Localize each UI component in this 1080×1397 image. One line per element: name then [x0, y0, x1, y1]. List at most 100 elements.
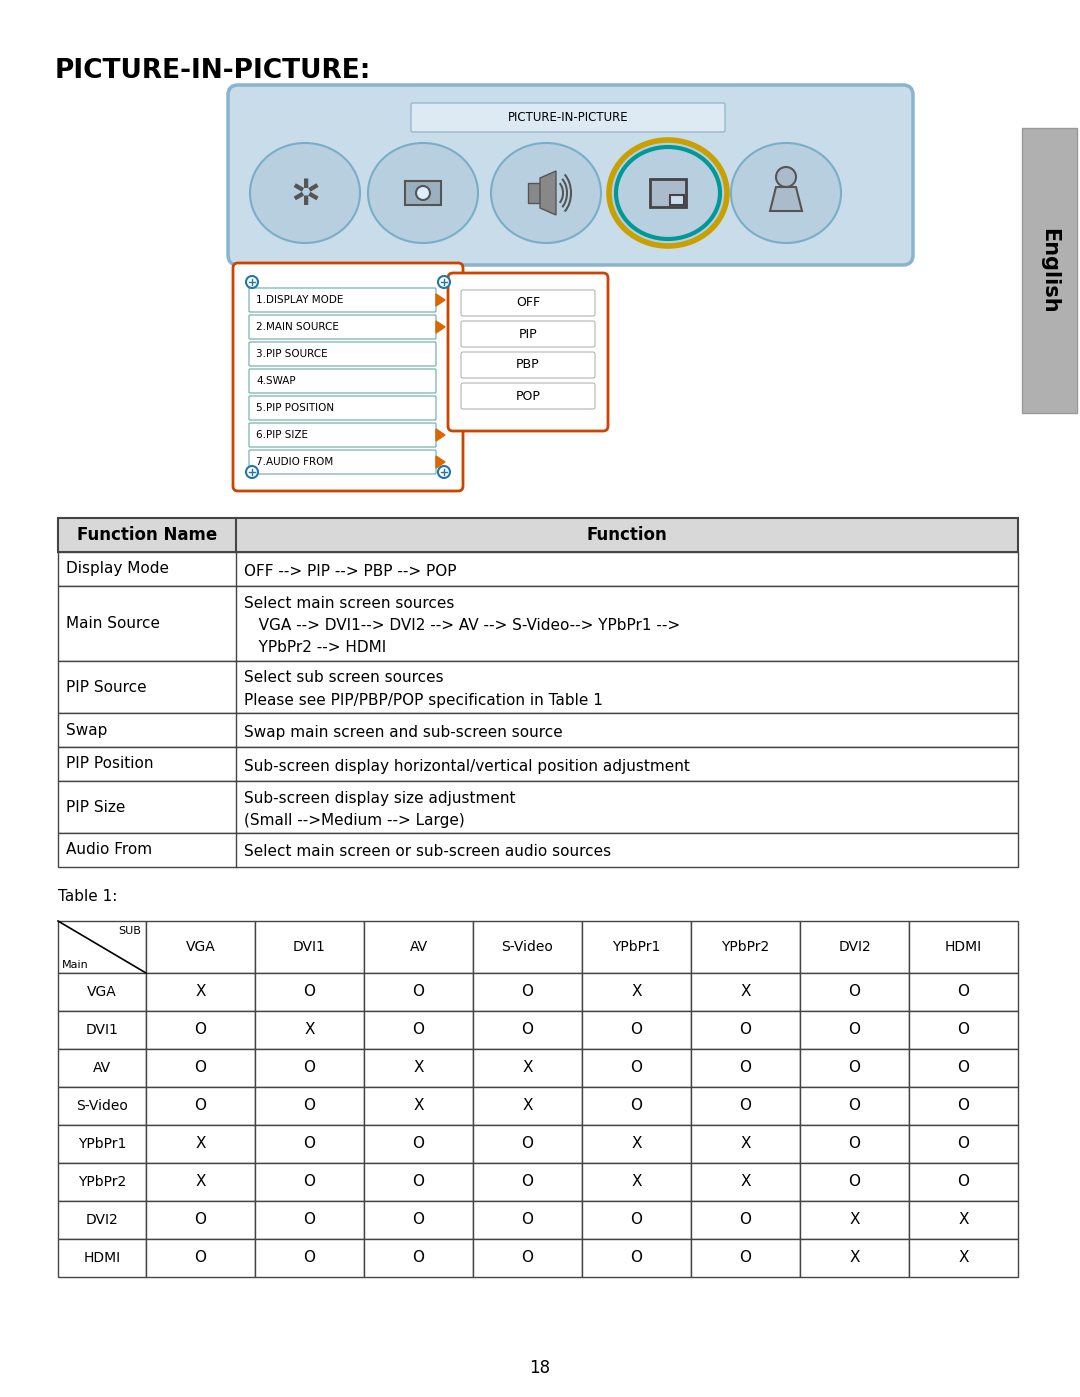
Text: (Small -->Medium --> Large): (Small -->Medium --> Large)	[244, 813, 464, 827]
Text: DVI1: DVI1	[85, 1023, 119, 1037]
Text: O: O	[413, 1213, 424, 1228]
Text: Display Mode: Display Mode	[66, 562, 168, 577]
Bar	[58, 747, 1018, 781]
Ellipse shape	[731, 142, 841, 243]
Text: X: X	[849, 1213, 860, 1228]
Bar	[909, 1011, 1018, 1049]
Circle shape	[777, 168, 796, 187]
Text: 18: 18	[529, 1359, 551, 1377]
Text: X: X	[631, 1137, 642, 1151]
Text: O: O	[740, 1098, 752, 1113]
Text: O: O	[849, 1137, 861, 1151]
Bar	[691, 1049, 800, 1087]
Bar	[582, 1087, 691, 1125]
Text: O: O	[740, 1213, 752, 1228]
Text: AV: AV	[93, 1060, 111, 1076]
Circle shape	[416, 186, 430, 200]
Polygon shape	[770, 187, 802, 211]
Text: DVI2: DVI2	[838, 940, 870, 954]
Text: Main: Main	[62, 960, 89, 970]
Text: O: O	[522, 1175, 534, 1189]
FancyBboxPatch shape	[448, 272, 608, 432]
Bar	[473, 1049, 582, 1087]
FancyBboxPatch shape	[461, 321, 595, 346]
Text: OFF --> PIP --> PBP --> POP: OFF --> PIP --> PBP --> POP	[244, 563, 457, 578]
Bar	[255, 1201, 364, 1239]
Bar	[146, 1239, 255, 1277]
FancyBboxPatch shape	[228, 85, 913, 265]
Bar	[146, 1049, 255, 1087]
Bar	[800, 1201, 909, 1239]
Text: X: X	[414, 1098, 423, 1113]
Text: PICTURE-IN-PICTURE:: PICTURE-IN-PICTURE:	[55, 59, 372, 84]
Text: YPbPr2 --> HDMI: YPbPr2 --> HDMI	[244, 640, 387, 655]
Text: HDMI: HDMI	[945, 940, 982, 954]
Bar	[473, 1162, 582, 1201]
Bar	[58, 1239, 146, 1277]
Bar	[582, 1201, 691, 1239]
Text: O: O	[522, 1213, 534, 1228]
Text: O: O	[631, 1250, 643, 1266]
Bar	[473, 921, 582, 972]
FancyBboxPatch shape	[249, 342, 436, 366]
Text: O: O	[413, 1175, 424, 1189]
Text: S-Video: S-Video	[76, 1099, 127, 1113]
Circle shape	[438, 277, 450, 288]
Text: Table 1:: Table 1:	[58, 888, 118, 904]
Bar	[582, 972, 691, 1011]
Bar	[58, 1049, 146, 1087]
Text: X: X	[740, 1137, 751, 1151]
FancyBboxPatch shape	[249, 450, 436, 474]
Bar	[691, 1011, 800, 1049]
Text: X: X	[740, 985, 751, 999]
Bar	[255, 1049, 364, 1087]
Bar	[364, 1087, 473, 1125]
Text: O: O	[522, 985, 534, 999]
Text: O: O	[303, 985, 315, 999]
Bar	[909, 1239, 1018, 1277]
Text: O: O	[740, 1250, 752, 1266]
Bar	[146, 1011, 255, 1049]
Text: O: O	[303, 1137, 315, 1151]
Bar	[146, 1125, 255, 1162]
Bar	[473, 1201, 582, 1239]
Bar	[58, 921, 146, 972]
Bar	[255, 972, 364, 1011]
Text: X: X	[740, 1175, 751, 1189]
Text: O: O	[958, 1023, 970, 1038]
Bar	[800, 921, 909, 972]
FancyBboxPatch shape	[249, 288, 436, 312]
Text: X: X	[305, 1023, 314, 1038]
Bar	[58, 1162, 146, 1201]
Text: PIP Position: PIP Position	[66, 757, 153, 771]
Bar	[800, 1087, 909, 1125]
Bar	[800, 1239, 909, 1277]
Bar	[58, 1087, 146, 1125]
Text: ⬛: ⬛	[417, 186, 429, 204]
Text: O: O	[849, 985, 861, 999]
Bar	[255, 1125, 364, 1162]
Polygon shape	[436, 429, 445, 441]
Bar	[364, 1201, 473, 1239]
Text: O: O	[958, 1175, 970, 1189]
Text: YPbPr2: YPbPr2	[78, 1175, 126, 1189]
Bar	[58, 972, 146, 1011]
FancyBboxPatch shape	[249, 369, 436, 393]
Bar	[255, 921, 364, 972]
Text: X: X	[195, 1175, 206, 1189]
Bar	[691, 972, 800, 1011]
Text: O: O	[194, 1250, 206, 1266]
Text: ✲: ✲	[289, 177, 320, 212]
Bar	[364, 972, 473, 1011]
Text: O: O	[849, 1023, 861, 1038]
Text: PICTURE-IN-PICTURE: PICTURE-IN-PICTURE	[508, 110, 629, 124]
Text: HDMI: HDMI	[83, 1250, 121, 1266]
Bar	[58, 518, 1018, 552]
Bar	[800, 1125, 909, 1162]
FancyBboxPatch shape	[461, 291, 595, 316]
Bar	[255, 1162, 364, 1201]
Bar	[691, 1239, 800, 1277]
Bar	[582, 1239, 691, 1277]
FancyBboxPatch shape	[461, 383, 595, 409]
Text: PIP Source: PIP Source	[66, 679, 147, 694]
